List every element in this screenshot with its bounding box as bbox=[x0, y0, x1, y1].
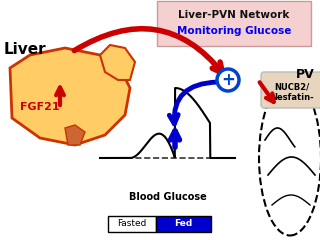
Text: Fasted: Fasted bbox=[117, 220, 147, 228]
Polygon shape bbox=[10, 48, 130, 145]
Text: PV: PV bbox=[296, 68, 315, 81]
Text: Fed: Fed bbox=[174, 220, 192, 228]
Text: Liver: Liver bbox=[4, 42, 47, 57]
Polygon shape bbox=[65, 125, 85, 145]
Text: Liver-PVN Network: Liver-PVN Network bbox=[178, 10, 290, 20]
FancyBboxPatch shape bbox=[261, 72, 320, 108]
Text: FGF21: FGF21 bbox=[20, 102, 60, 112]
Polygon shape bbox=[100, 45, 135, 80]
FancyBboxPatch shape bbox=[108, 216, 156, 232]
Text: Nesfatin-: Nesfatin- bbox=[270, 93, 314, 102]
FancyBboxPatch shape bbox=[157, 1, 311, 46]
Text: +: + bbox=[221, 71, 235, 89]
Text: Monitoring Glucose: Monitoring Glucose bbox=[177, 26, 291, 36]
Text: Blood Glucose: Blood Glucose bbox=[129, 192, 207, 202]
Text: NUCB2/: NUCB2/ bbox=[275, 82, 309, 91]
FancyBboxPatch shape bbox=[156, 216, 211, 232]
Circle shape bbox=[217, 69, 239, 91]
